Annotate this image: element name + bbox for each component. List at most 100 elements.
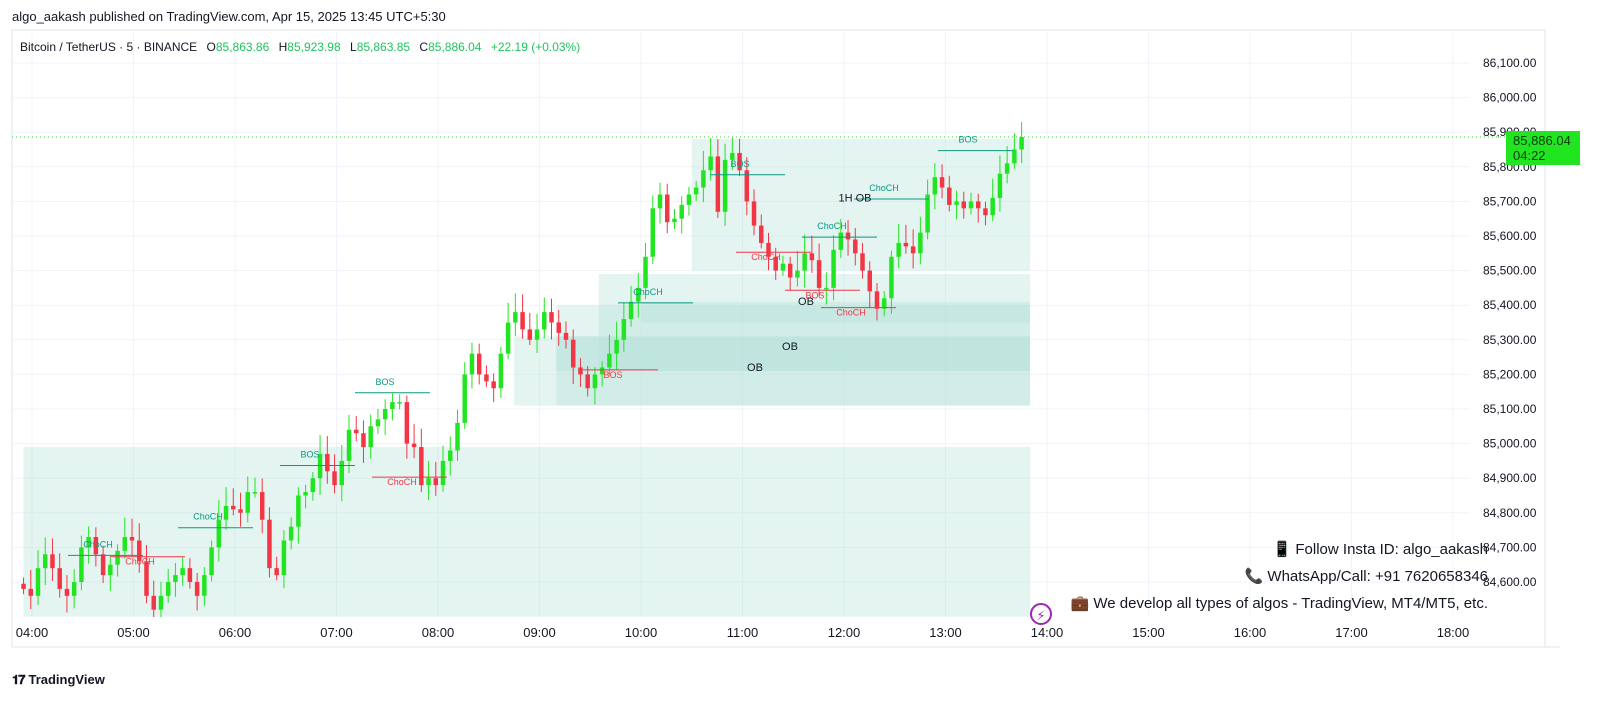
- candle-body: [730, 152, 735, 160]
- annotation-label: ChoCH: [125, 557, 155, 567]
- candle-body: [961, 201, 967, 209]
- candle-body: [693, 187, 699, 195]
- candle-body: [802, 253, 807, 271]
- candle-body: [780, 263, 786, 271]
- candle-body: [983, 208, 988, 216]
- annotation-label: ChoCH: [869, 183, 899, 193]
- candle-body: [476, 353, 482, 375]
- candle-body: [310, 478, 316, 493]
- publish-line: algo_aakash published on TradingView.com…: [12, 9, 446, 24]
- x-tick-label: 14:00: [1031, 625, 1064, 640]
- candle-body: [701, 170, 706, 188]
- candle-body: [151, 595, 156, 610]
- annotation-label: ChoCH: [633, 287, 663, 297]
- high-label: H: [278, 40, 288, 54]
- candle-body: [853, 239, 858, 254]
- candle-body: [129, 537, 135, 541]
- axis-layer: 84,600.00 84,700.00 84,800.00 84,900.00 85,0…: [12, 56, 1560, 648]
- x-tick-label: 11:00: [727, 625, 759, 640]
- x-tick-label: 13:00: [929, 625, 962, 640]
- candle-body: [968, 201, 974, 209]
- annotation-label: ChoCH: [193, 512, 223, 522]
- order-block-zone: [23, 447, 1031, 617]
- candle-body: [390, 402, 395, 409]
- candle-body: [173, 575, 178, 582]
- annotation-label: BOS: [958, 135, 977, 145]
- candle-body: [426, 478, 431, 486]
- candle-body: [527, 329, 533, 340]
- candle-body: [737, 152, 742, 171]
- candle-body: [1019, 137, 1024, 150]
- candle-body: [245, 492, 250, 513]
- candle-body: [816, 260, 822, 288]
- y-tick-label: 85,000.00: [1483, 437, 1537, 451]
- open-label: O: [206, 40, 216, 54]
- candle-body: [686, 194, 692, 205]
- candle-body: [375, 419, 381, 427]
- annotation-label: OB: [747, 362, 763, 374]
- candle-body: [491, 381, 496, 389]
- candle-body: [578, 367, 583, 375]
- candle-body: [165, 582, 171, 596]
- candle-body: [325, 453, 330, 472]
- candle-body: [71, 582, 77, 596]
- candle-body: [570, 339, 576, 368]
- candle-body: [932, 177, 938, 195]
- candle-body: [563, 332, 569, 340]
- candle-body: [440, 460, 446, 486]
- annotation-label: BOS: [603, 370, 622, 380]
- x-tick-label: 15:00: [1132, 625, 1165, 640]
- y-tick-label: 85,100.00: [1483, 402, 1537, 416]
- candle-body: [353, 429, 359, 434]
- candle-body: [672, 218, 677, 223]
- candle-body: [35, 568, 41, 596]
- candle-body: [274, 568, 279, 576]
- candle-body: [361, 433, 366, 448]
- x-tick-label: 18:00: [1437, 625, 1470, 640]
- candle-body: [636, 287, 641, 302]
- candle-body: [144, 561, 149, 596]
- candle-body: [918, 232, 923, 254]
- tradingview-logo[interactable]: 𝟏𝟕 TradingView: [12, 672, 105, 688]
- annotation-label: ChoCH: [387, 477, 417, 487]
- candle-body: [252, 492, 258, 494]
- whatsapp-note: 📞 WhatsApp/Call: +91 7620658346: [1244, 568, 1488, 585]
- candle-body: [303, 492, 308, 496]
- x-tick-label: 16:00: [1234, 625, 1267, 640]
- y-tick-label: 84,900.00: [1483, 471, 1537, 485]
- candle-body: [281, 540, 287, 576]
- candle-body: [513, 312, 518, 323]
- symbol-label[interactable]: Bitcoin / TetherUS · 5 · BINANCE: [20, 40, 198, 54]
- candle-body: [86, 537, 91, 548]
- candle-body: [628, 301, 634, 320]
- candle-body: [108, 564, 113, 576]
- x-tick-label: 10:00: [625, 625, 658, 640]
- annotation-label: BOS: [300, 449, 319, 459]
- candle-body: [903, 242, 909, 247]
- candle-body: [137, 540, 142, 562]
- annotation-label: BOS: [730, 159, 749, 169]
- candle-body: [556, 322, 561, 333]
- insta-note: 📱 Follow Insta ID: algo_aakash: [1272, 541, 1488, 558]
- candle-body: [93, 537, 99, 555]
- candle-body: [520, 312, 525, 330]
- candle-body: [100, 554, 106, 576]
- change-value: +22.19 (+0.03%): [490, 40, 581, 54]
- candle-body: [874, 291, 880, 309]
- annotation-label: ChoCH: [751, 252, 781, 262]
- candle-body: [448, 450, 453, 461]
- y-tick-label: 85,500.00: [1483, 264, 1537, 278]
- zone-layer: [23, 139, 1031, 617]
- candle-body: [469, 353, 475, 375]
- candle-body: [997, 173, 1003, 198]
- candle-body: [975, 201, 981, 209]
- candle-body: [28, 588, 34, 596]
- high-value: 85,923.98: [287, 40, 341, 54]
- tv-logo-icon: 𝟏𝟕: [12, 672, 26, 687]
- candle-body: [585, 374, 590, 389]
- candle-body: [910, 246, 916, 254]
- lightning-icon[interactable]: ⚡: [1030, 603, 1052, 625]
- candle-body: [643, 256, 648, 288]
